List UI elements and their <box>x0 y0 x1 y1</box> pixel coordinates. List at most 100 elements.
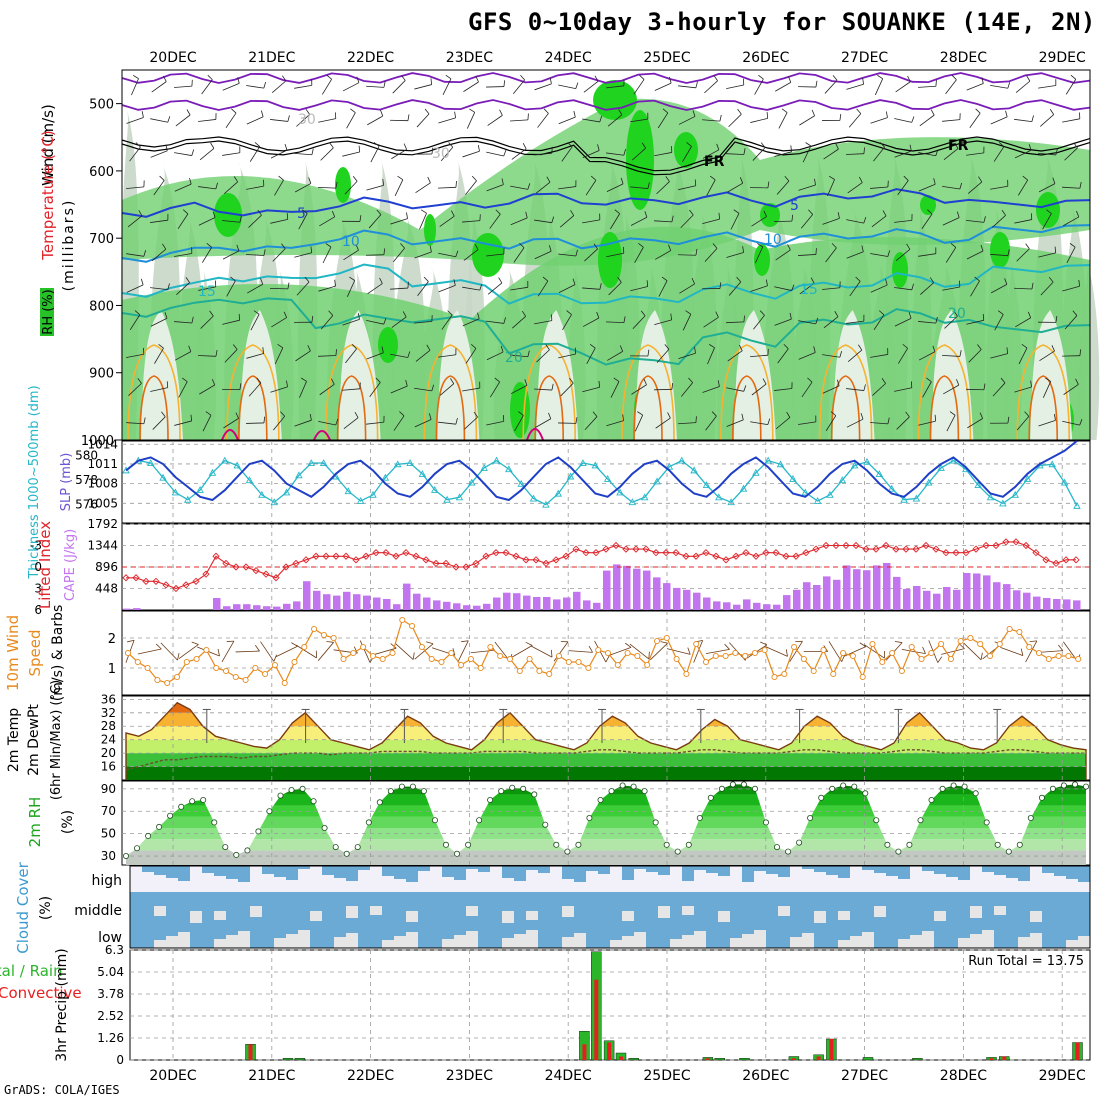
top-date-label: 20DEC <box>149 50 196 66</box>
barb-flag <box>1025 243 1030 249</box>
cloud-high-bar <box>838 866 850 878</box>
barb-flag <box>783 343 789 349</box>
barb-staff <box>558 186 576 190</box>
barb-flag <box>263 179 265 187</box>
cape-bar <box>123 608 131 610</box>
barb-flag <box>894 641 903 643</box>
barb-flag <box>287 115 290 122</box>
rh-plume-pale <box>832 310 875 440</box>
barb-flag <box>622 246 625 254</box>
li-marker <box>372 549 380 557</box>
barb-staff <box>486 253 504 257</box>
li-marker <box>132 574 140 582</box>
profile-wind-barb <box>798 317 819 325</box>
barb-staff <box>706 179 716 196</box>
barb-staff <box>823 148 839 160</box>
barb-flag <box>431 384 435 391</box>
barb-staff <box>442 78 452 96</box>
barb-flag <box>447 310 453 316</box>
barb-staff <box>702 386 720 393</box>
profile-wind-barb <box>1062 112 1081 123</box>
barb-flag <box>454 111 456 118</box>
cloud-mid-gap <box>622 911 634 921</box>
thickness-marker <box>924 478 933 486</box>
wind10-barb <box>395 643 415 660</box>
barb-staff <box>368 214 382 229</box>
cloud-low-gap <box>742 934 754 948</box>
barb-staff <box>344 180 358 195</box>
rh2m-marker <box>740 781 747 788</box>
barb-staff <box>1062 355 1080 357</box>
wind10-barb <box>789 640 803 662</box>
temp-contour-30 <box>1028 375 1058 441</box>
profile-wind-barb <box>751 378 767 396</box>
rh-blob-high <box>1036 192 1060 228</box>
barb-staff <box>586 347 596 364</box>
thickness-marker <box>640 493 649 501</box>
profile-wind-barb <box>801 209 813 229</box>
cloud-low-gap <box>922 931 934 948</box>
barb-flag <box>300 377 307 382</box>
wind10-marker <box>918 655 925 663</box>
li-marker <box>362 552 370 560</box>
barb-flag <box>163 75 167 82</box>
barb-flag <box>644 211 648 218</box>
wind10-marker <box>360 643 367 651</box>
barb-staff <box>798 86 816 88</box>
barb-flag <box>767 418 771 425</box>
barb-flag <box>719 282 722 289</box>
profile-wind-barb <box>343 244 359 261</box>
barb-staff <box>439 383 455 396</box>
pressure-tick-label: 800 <box>89 299 114 314</box>
barb-flag <box>1022 175 1028 181</box>
precip-tick-label: 2.52 <box>97 1009 124 1023</box>
precip-ylabel-b: Convective <box>0 984 82 1002</box>
barb-staff <box>535 418 551 428</box>
profile-wind-barb <box>510 113 529 122</box>
li-marker <box>852 541 860 550</box>
cloud-mid-gap <box>874 906 886 917</box>
precip-total-bar <box>912 1058 923 1061</box>
barb-staff <box>705 649 730 654</box>
cloud-high-bar <box>406 866 418 882</box>
rh2m-marker <box>851 783 858 790</box>
thickness-marker <box>603 475 612 482</box>
cloud-low-gap <box>346 933 358 948</box>
profile-wind-barb <box>704 75 718 94</box>
barb-flag <box>641 142 647 149</box>
cloud-low-gap <box>214 939 226 948</box>
rh2m-marker <box>807 815 814 822</box>
wind10-barb <box>765 646 788 657</box>
cloud-low-gap <box>634 932 646 948</box>
top-date-label: 22DEC <box>347 50 394 66</box>
barb-staff <box>511 148 527 160</box>
precip-panel: 6.35.043.782.521.260 Run Total = 13.75 T… <box>0 943 1091 1067</box>
barb-staff <box>704 248 718 262</box>
barb-flag <box>399 411 405 417</box>
li-marker <box>662 549 670 557</box>
barb-staff <box>873 314 885 330</box>
cloud-level-low: low <box>98 930 122 946</box>
profile-wind-barb <box>630 280 649 292</box>
barb-staff <box>966 319 984 325</box>
barb-flag <box>832 75 838 81</box>
cloud-high-bar <box>886 866 898 876</box>
rh-blob-high <box>472 233 504 277</box>
cape-bar <box>303 581 311 610</box>
profile-wind-barb <box>678 248 698 256</box>
profile-wind-barb <box>369 377 381 397</box>
barb-staff <box>150 287 168 291</box>
barb-flag <box>214 280 217 287</box>
barb-flag <box>863 217 867 224</box>
rh2m-marker <box>796 839 803 846</box>
wind10-barb <box>608 642 632 656</box>
barb-staff <box>464 416 478 430</box>
wind10-marker <box>438 658 445 666</box>
li-marker <box>802 549 810 557</box>
profile-wind-barb <box>774 382 793 391</box>
barb-staff <box>775 249 791 261</box>
barb-staff <box>894 318 912 327</box>
barb-flag <box>911 283 914 290</box>
temp-contour-30 <box>336 375 367 441</box>
barb-staff <box>222 250 240 260</box>
